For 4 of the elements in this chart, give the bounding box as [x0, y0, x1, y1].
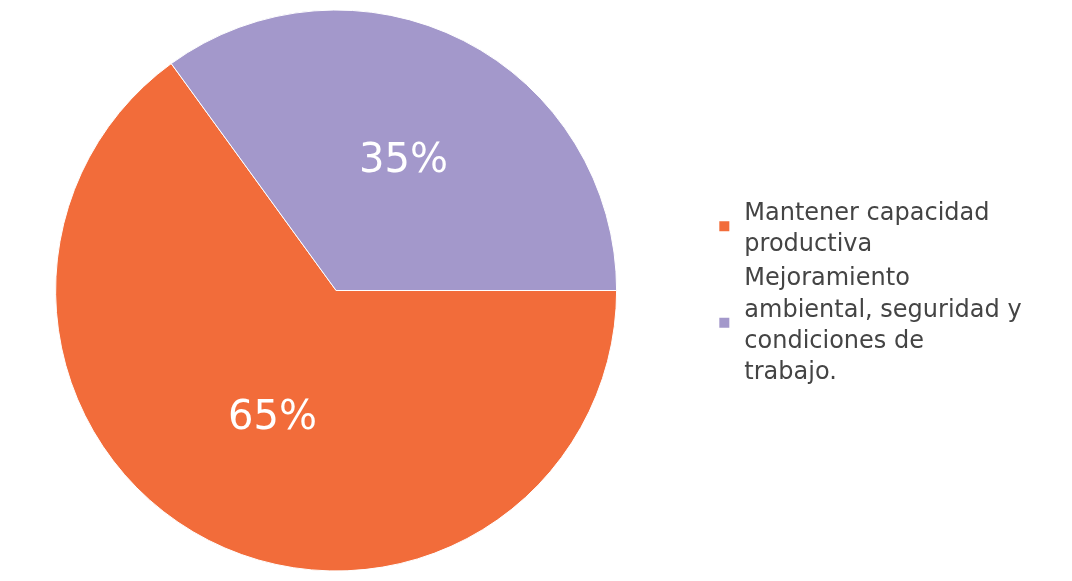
data-label: 35%: [359, 135, 448, 182]
data-label: 65%: [227, 392, 317, 439]
legend-label: Mejoramiento ambiental, seguridad y condiciones de trabajo.: [744, 263, 1022, 385]
legend-label: Mantener capacidad productiva: [744, 197, 990, 258]
